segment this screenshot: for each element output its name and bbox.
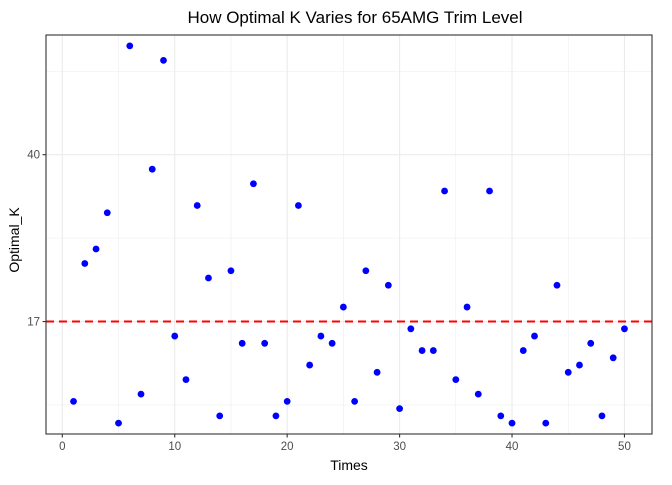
x-axis-title: Times — [330, 457, 368, 473]
data-point — [519, 347, 527, 354]
x-tick-label: 40 — [506, 441, 519, 453]
data-point — [193, 202, 201, 209]
data-point — [508, 419, 516, 427]
data-point — [609, 354, 617, 362]
data-point — [621, 325, 628, 333]
data-point — [531, 332, 538, 340]
x-tick-label: 20 — [281, 441, 294, 453]
data-point — [160, 56, 167, 64]
data-point — [339, 303, 347, 311]
data-point — [463, 303, 471, 311]
data-point — [205, 274, 212, 282]
data-point — [137, 390, 145, 398]
data-point — [474, 390, 482, 398]
data-points — [70, 42, 628, 427]
data-point — [126, 42, 134, 50]
data-point — [148, 165, 156, 173]
data-point — [441, 187, 448, 195]
data-point — [81, 260, 89, 267]
x-tick-label: 50 — [618, 441, 631, 453]
data-point — [418, 347, 426, 354]
data-point — [182, 376, 190, 383]
x-axis-ticks: 0 10 20 30 40 50 — [59, 434, 631, 453]
data-point — [103, 209, 111, 217]
data-point — [553, 281, 561, 289]
y-axis-title: Optimal_K — [6, 207, 22, 273]
data-point — [452, 376, 460, 383]
data-point — [238, 339, 246, 347]
data-point — [171, 332, 179, 340]
data-point — [497, 412, 505, 420]
data-point — [216, 412, 224, 420]
data-point — [384, 281, 392, 289]
data-point — [227, 267, 235, 275]
data-point — [407, 325, 415, 333]
data-point — [396, 405, 403, 413]
data-point — [564, 368, 572, 376]
data-point — [283, 397, 291, 405]
x-tick-label: 0 — [59, 441, 65, 453]
grid-lines — [46, 35, 652, 434]
data-point — [272, 412, 280, 420]
data-point — [70, 397, 77, 405]
data-point — [362, 267, 370, 275]
x-tick-label: 30 — [393, 441, 406, 453]
data-point — [328, 339, 336, 347]
data-point — [351, 397, 359, 405]
data-point — [261, 339, 269, 347]
data-point — [115, 419, 122, 427]
y-tick-label: 40 — [27, 150, 40, 162]
data-point — [373, 368, 381, 376]
x-tick-label: 10 — [168, 441, 181, 453]
data-point — [317, 332, 325, 340]
data-point — [250, 180, 257, 188]
chart-title: How Optimal K Varies for 65AMG Trim Leve… — [187, 8, 522, 27]
data-point — [295, 202, 302, 209]
data-point — [598, 412, 606, 420]
y-tick-label: 17 — [27, 317, 40, 329]
data-point — [587, 339, 595, 347]
panel-border — [45, 34, 653, 435]
data-point — [542, 419, 550, 427]
data-point — [92, 245, 100, 253]
data-point — [429, 347, 437, 354]
data-point — [486, 187, 493, 195]
data-point — [306, 361, 314, 369]
data-point — [576, 361, 583, 369]
